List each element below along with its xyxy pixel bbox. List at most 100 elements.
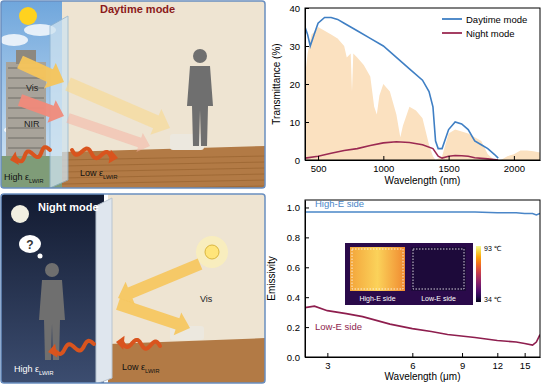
tick-mark <box>305 327 309 328</box>
low-emissivity-label: Low εLWIR <box>80 168 118 180</box>
y-axis: 0.00.20.40.60.81.0 <box>287 201 309 363</box>
tick-label: 30 <box>289 41 300 52</box>
chart: 36912150.00.20.40.60.81.0Wavelength (μm)… <box>266 198 541 382</box>
tick-label: 500 <box>311 163 327 174</box>
tick-mark <box>305 357 309 358</box>
tick: 1500 <box>439 156 460 174</box>
vis-arrow-reflected <box>116 298 190 335</box>
floor-board <box>62 162 265 166</box>
tick-mark <box>305 207 309 208</box>
building-window <box>8 148 44 149</box>
tick-label: 0.6 <box>287 262 300 273</box>
tick: 1000 <box>373 156 394 174</box>
night-panel: Night mode?VisHigh εLWIRLow εLWIR <box>0 192 268 384</box>
legend: Daytime modeNight mode <box>442 14 527 39</box>
head <box>193 49 207 63</box>
floor-board <box>62 180 265 184</box>
tick: 3 <box>325 353 330 371</box>
thermal-inset: High-E sideLow-E side93 ℃34 ℃ <box>345 243 502 305</box>
tick-label: 6 <box>410 360 415 371</box>
tick: 500 <box>311 156 327 174</box>
y-axis-title: Emissivity <box>266 256 277 300</box>
tick-mark <box>305 122 309 123</box>
x-axis: 3691215 <box>306 353 541 371</box>
high-emissivity-label: High εLWIR <box>4 172 44 184</box>
tick: 0.8 <box>287 232 309 243</box>
label-sub: LWIR <box>39 370 54 376</box>
axis-line <box>306 357 541 358</box>
high-emissivity-label: High εLWIR <box>14 364 54 376</box>
plot-marks <box>305 18 540 161</box>
tick-label: 1500 <box>439 163 460 174</box>
label-sub: LWIR <box>103 174 118 180</box>
vis-arrow <box>17 56 64 89</box>
lwir-out-arrow-head <box>48 344 57 358</box>
tick-mark <box>462 353 463 357</box>
moon <box>11 205 29 223</box>
plot-frame <box>305 8 540 160</box>
person <box>39 263 65 360</box>
vis-label: Vis <box>200 294 213 304</box>
tick-mark <box>305 237 309 238</box>
colorbar-label: 93 ℃ <box>484 245 502 252</box>
tick-mark <box>305 8 309 9</box>
person <box>187 49 213 146</box>
sky <box>1 1 70 188</box>
tick: 1.0 <box>287 202 309 213</box>
line <box>305 18 498 159</box>
inset-label: High-E side <box>359 295 395 303</box>
series-label: Low-E side <box>315 321 362 332</box>
x-axis-title: Wavelength (μm) <box>385 371 461 382</box>
axis-line <box>305 201 306 358</box>
tick-label: 0.2 <box>287 322 300 333</box>
tick-label: 20 <box>289 79 300 90</box>
tick-label: 12 <box>493 360 504 371</box>
area <box>305 27 540 160</box>
line <box>305 142 498 160</box>
tick-mark <box>412 353 413 357</box>
vis-label: Vis <box>26 83 39 93</box>
legend-label: Night mode <box>466 28 515 39</box>
body <box>187 66 213 146</box>
lwir-out-arrow <box>16 147 50 161</box>
label-sub: LWIR <box>145 368 160 374</box>
vis-arrow <box>118 258 202 304</box>
chart: 500100015002000010203040Wavelength (nm)T… <box>271 3 541 186</box>
hot-sample <box>350 247 405 291</box>
tick-label: 9 <box>460 360 465 371</box>
nir-label: NIR <box>24 119 40 129</box>
tick-mark <box>497 353 498 357</box>
tick-mark <box>449 156 450 160</box>
tick-mark <box>514 156 515 160</box>
series-label: High-E side <box>315 198 364 209</box>
label-main: High ε <box>4 172 29 182</box>
tick: 10 <box>289 117 309 128</box>
floor <box>108 338 265 383</box>
tick-mark <box>305 84 309 85</box>
tick-label: 3 <box>325 360 330 371</box>
bubble-dot <box>38 254 43 259</box>
cold-sample <box>411 247 466 291</box>
tick: 2000 <box>504 156 525 174</box>
building-window <box>8 138 44 139</box>
tick: 9 <box>460 353 465 371</box>
floor <box>62 146 265 188</box>
tick-mark <box>305 46 309 47</box>
sample-outline <box>352 249 403 289</box>
tick: 40 <box>289 3 309 14</box>
lwir-out-arrow-head <box>10 151 19 165</box>
panel-border <box>1 1 265 188</box>
line <box>305 306 540 345</box>
thought-bubble <box>19 235 41 253</box>
label-main: Low ε <box>80 168 103 178</box>
sun <box>19 7 37 25</box>
tick-label: 2000 <box>504 163 525 174</box>
panel-border <box>1 194 265 383</box>
legend-swatch <box>442 18 462 20</box>
tick: 30 <box>289 41 309 52</box>
legend-swatch <box>442 32 462 34</box>
tick: 0.0 <box>287 352 309 363</box>
cloud <box>1 34 28 46</box>
figure: Daytime modeVisNIRHigh εLWIRLow εLWIRNig… <box>0 0 548 384</box>
tick-mark <box>305 297 309 298</box>
